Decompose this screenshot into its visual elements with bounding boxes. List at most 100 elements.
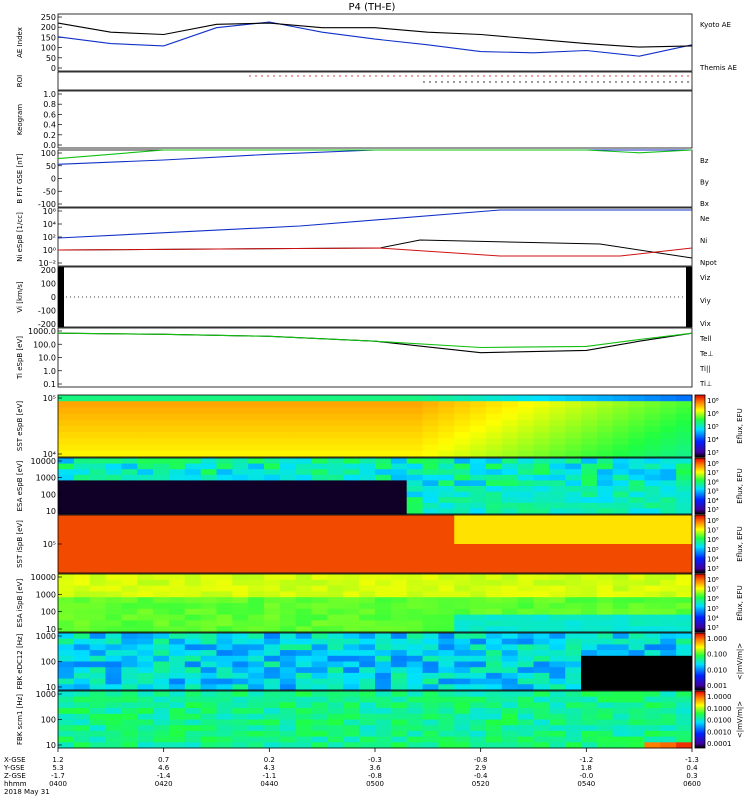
spectrogram-cell — [501, 614, 519, 621]
roi-dot — [525, 81, 527, 83]
spectrogram-cell — [105, 444, 122, 452]
spectrogram-cell — [216, 574, 233, 581]
spectrogram-cell — [390, 603, 408, 610]
spectrogram-cell — [549, 608, 566, 616]
y-tick-label: 10⁻² — [38, 259, 56, 268]
spectrogram-cell — [565, 544, 582, 551]
spectrogram-cell — [327, 638, 344, 645]
spectrogram-cell — [89, 549, 107, 557]
spectrogram-cell — [501, 579, 519, 587]
spectrogram-cell — [137, 515, 154, 522]
spectrogram-cell — [327, 413, 344, 421]
spectrogram-cell — [73, 426, 91, 433]
colorbar-label: Eflux, EFU — [736, 585, 744, 620]
spectrogram-cell — [390, 585, 408, 592]
spectrogram-cell — [343, 655, 360, 662]
spectrogram-cell — [375, 708, 392, 715]
spectrogram-cell — [501, 730, 519, 738]
spectrogram-cell — [406, 667, 424, 674]
spectrogram-cell — [232, 444, 249, 452]
roi-dot — [489, 75, 491, 77]
spectrogram-cell — [327, 474, 344, 481]
spectrogram-cell — [390, 725, 408, 732]
spectrogram-cell — [517, 713, 534, 720]
spectrogram-cell — [232, 450, 249, 458]
spectrogram-cell — [533, 742, 550, 749]
roi-dot — [459, 81, 461, 83]
roi-dot — [495, 75, 497, 77]
spectrogram-cell — [375, 549, 392, 557]
spectrogram-cell — [644, 497, 661, 504]
spectrogram-cell — [168, 395, 186, 402]
spectrogram-cell — [232, 413, 249, 421]
spectrogram-cell — [565, 626, 582, 633]
spectrogram-cell — [612, 474, 630, 481]
spectrogram-cell — [58, 650, 75, 657]
spectrogram-cell — [390, 691, 408, 698]
spectrogram-cell — [137, 719, 154, 726]
spectrogram-cell — [311, 555, 328, 562]
spectrogram-cell — [153, 502, 170, 509]
spectrogram-cell — [168, 458, 186, 465]
roi-dot — [561, 75, 563, 77]
spectrogram-cell — [73, 633, 91, 640]
spectrogram-cell — [153, 725, 170, 732]
spectrogram-cell — [501, 638, 519, 645]
spectrogram-cell — [406, 432, 424, 439]
spectrogram-cell — [549, 538, 566, 545]
spectrogram-cell — [596, 474, 614, 481]
spectrogram-cell — [184, 633, 202, 640]
roi-dot — [621, 81, 623, 83]
spectrogram-cell — [279, 497, 297, 504]
spectrogram-cell — [168, 713, 186, 720]
spectrogram-cell — [311, 742, 328, 749]
spectrogram-cell — [295, 713, 313, 720]
spectrogram-cell — [279, 419, 297, 427]
spectrogram-cell — [184, 591, 202, 598]
spectrogram-cell — [295, 736, 313, 743]
spectrogram-cell — [121, 620, 138, 627]
spectrogram-cell — [549, 444, 566, 452]
spectrogram-cell — [105, 432, 122, 439]
spectrogram-cell — [644, 620, 661, 627]
spectrogram-cell — [406, 597, 424, 604]
spectrogram-cell — [105, 567, 122, 574]
spectrogram-cell — [168, 678, 186, 685]
spectrogram-cell — [184, 678, 202, 685]
spectrogram-cell — [200, 708, 217, 715]
spectrogram-cell — [295, 644, 313, 651]
spectrogram-cell — [422, 574, 439, 581]
spectrogram-cell — [422, 561, 439, 568]
spectrogram-cell — [153, 730, 170, 738]
spectrogram-cell — [596, 532, 614, 539]
spectrogram-cell — [168, 401, 186, 408]
spectrogram-cell — [216, 419, 233, 427]
spectrogram-cell — [581, 713, 598, 720]
spectrogram-cell — [359, 742, 376, 749]
spectrogram-cell — [89, 585, 107, 592]
spectrogram-cell — [200, 736, 217, 743]
spectrogram-cell — [581, 486, 598, 493]
spectrogram-cell — [549, 620, 566, 627]
spectrogram-cell — [137, 520, 154, 528]
spectrogram-cell — [232, 458, 249, 465]
spectrogram-cell — [612, 691, 630, 698]
spectrogram-cell — [248, 579, 265, 587]
spectrogram-cell — [264, 502, 281, 509]
spectrogram-cell — [264, 574, 281, 581]
spectrogram-cell — [454, 585, 471, 592]
spectrogram-cell — [105, 667, 122, 674]
spectrogram-cell — [438, 401, 455, 408]
spectrogram-cell — [644, 730, 661, 738]
spectrogram-cell — [264, 708, 281, 715]
spectrogram-cell — [596, 638, 614, 645]
spectrogram-cell — [676, 585, 693, 592]
spectrogram-cell — [628, 579, 645, 587]
spectrogram-cell — [581, 491, 598, 498]
spectrogram-cell — [644, 597, 661, 604]
spectrogram-cell — [264, 463, 281, 470]
spectrogram-cell — [105, 702, 122, 709]
spectrogram-cell — [375, 650, 392, 657]
spectrogram-cell — [422, 696, 439, 703]
spectrogram-cell — [501, 497, 519, 504]
